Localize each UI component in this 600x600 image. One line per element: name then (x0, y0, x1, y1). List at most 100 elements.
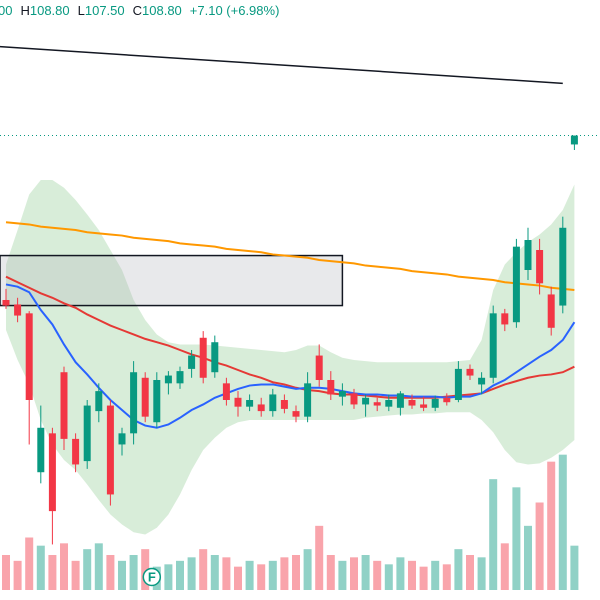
volume-bar (477, 557, 486, 590)
legend-value: 108.80 (142, 3, 182, 18)
event-marker (142, 567, 162, 587)
volume-bar (187, 557, 196, 590)
volume-bar (129, 555, 138, 590)
candle-body (373, 402, 381, 406)
volume-bar (466, 555, 474, 590)
volume-bar (106, 555, 115, 590)
candle-body (408, 400, 416, 406)
volume-bar (570, 545, 579, 590)
band-area (6, 180, 575, 535)
volume-bar (338, 560, 347, 590)
candle-body (188, 355, 196, 369)
volume-bar (535, 502, 544, 590)
volume-bar (303, 549, 312, 590)
candle-body (443, 397, 451, 403)
candle-body (466, 368, 474, 376)
legend-value: 108.80 (30, 3, 70, 18)
volume-bar (13, 560, 22, 590)
candle-body (164, 375, 172, 384)
volume-bar (25, 537, 34, 590)
candle-body (536, 250, 544, 284)
candle-body (257, 404, 265, 412)
volume-bar (512, 487, 521, 590)
volume-bar (83, 549, 92, 590)
ma-line (5, 221, 575, 291)
candle-body (420, 404, 428, 408)
candle-body (396, 393, 404, 408)
candle-body (222, 383, 230, 400)
candle-body (141, 377, 149, 417)
volume-bar (245, 560, 254, 590)
volume-bar (280, 557, 289, 590)
candle-body (350, 393, 358, 405)
legend-change: +7.10 (+6.98%) (190, 3, 280, 18)
candle-body (431, 398, 439, 408)
volume-bar (361, 555, 370, 590)
candle-body (95, 391, 103, 412)
volume-bar (315, 525, 324, 590)
candle-body (512, 246, 520, 323)
candle-body (25, 313, 33, 400)
volume-bar (384, 564, 393, 590)
candle-body (524, 240, 532, 270)
volume-bar (257, 564, 266, 590)
candle-body (327, 380, 335, 395)
volume-bar (2, 555, 10, 590)
candle-body (48, 433, 56, 512)
volume-bar (71, 560, 80, 590)
candle-body (362, 397, 370, 405)
volume-bar (94, 543, 103, 590)
candle-body (280, 400, 288, 409)
candle-body (292, 411, 300, 417)
volume-bar (176, 560, 184, 590)
candle-body (547, 294, 555, 328)
volume-bar (558, 454, 567, 590)
volume-bar (547, 461, 556, 590)
candle-body (60, 372, 68, 439)
candle-body (72, 438, 80, 465)
candle-body (385, 400, 393, 407)
volume-bar (454, 549, 463, 590)
candle-body (501, 313, 509, 325)
volume-bar (222, 557, 231, 590)
candle-body (2, 300, 10, 306)
legend-value: 107.50 (85, 3, 125, 18)
volume-bar (268, 560, 277, 590)
volume-bar (500, 543, 509, 590)
candle-body (130, 372, 138, 434)
event-label: F (148, 569, 156, 584)
volume-bar (141, 549, 150, 590)
candle-body (489, 313, 497, 378)
candle-body (454, 368, 462, 400)
volume-bar (118, 560, 126, 590)
volume-bar (524, 525, 532, 590)
candle-body (304, 383, 312, 417)
ma-line (5, 283, 576, 429)
volume-bar (431, 560, 440, 590)
candle-body (559, 227, 567, 306)
volume-bar (164, 564, 173, 590)
volume-bar (36, 545, 45, 590)
volume-bar (60, 543, 68, 590)
candle-body (176, 371, 184, 384)
candle-body (37, 427, 45, 473)
candle-body (106, 405, 114, 495)
candle-body (338, 391, 346, 397)
volume-bar (292, 555, 300, 590)
volume-bar (442, 564, 451, 590)
candle-body (269, 394, 277, 412)
volume-bar (489, 479, 498, 590)
candle-body (211, 342, 219, 373)
candle-body (199, 337, 207, 378)
candle-body (14, 304, 22, 316)
zone-box (0, 254, 344, 307)
candle-body (478, 377, 486, 385)
candle-body (153, 380, 161, 423)
legend-value: 00 (0, 3, 12, 18)
candle-body (234, 397, 242, 407)
volume-bar (396, 557, 405, 590)
candle-body (246, 400, 254, 407)
legend-key: C (133, 3, 142, 18)
